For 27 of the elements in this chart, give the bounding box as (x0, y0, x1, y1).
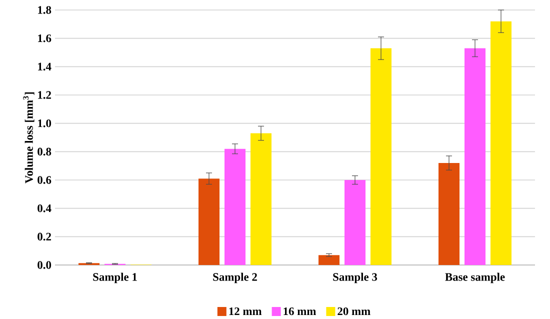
bar (250, 133, 272, 265)
bar (370, 48, 392, 265)
y-tick-label: 1.4 (38, 62, 52, 71)
x-tick-label: Sample 1 (93, 272, 137, 284)
x-tick-label: Sample 2 (213, 272, 257, 284)
bar (490, 21, 512, 265)
y-tick-label: 1.8 (38, 6, 52, 14)
y-tick-label: 0.4 (38, 204, 52, 212)
bar (318, 255, 340, 265)
x-tick-label: Sample 3 (333, 272, 378, 284)
y-tick-label: 1.2 (38, 91, 51, 99)
y-tick-label: 1.0 (38, 119, 52, 128)
legend-label: 16 mm (284, 307, 316, 316)
legend-label: 20 mm (338, 307, 370, 316)
y-tick-label: 0.6 (38, 176, 52, 184)
y-tick-label: 0.0 (38, 261, 52, 269)
bar (344, 180, 366, 265)
x-tick-label: Base sample (445, 272, 505, 284)
y-axis-title: Volume loss [mm$^{3}$] (23, 92, 34, 184)
y-tick-label: 0.2 (38, 232, 51, 241)
bar (198, 178, 220, 265)
legend-label: 12 mm (229, 307, 262, 316)
y-tick-label: 1.6 (38, 34, 52, 42)
y-tick-label: 0.8 (38, 148, 52, 156)
bar (438, 163, 460, 265)
bar (224, 148, 246, 265)
bar (464, 48, 486, 265)
